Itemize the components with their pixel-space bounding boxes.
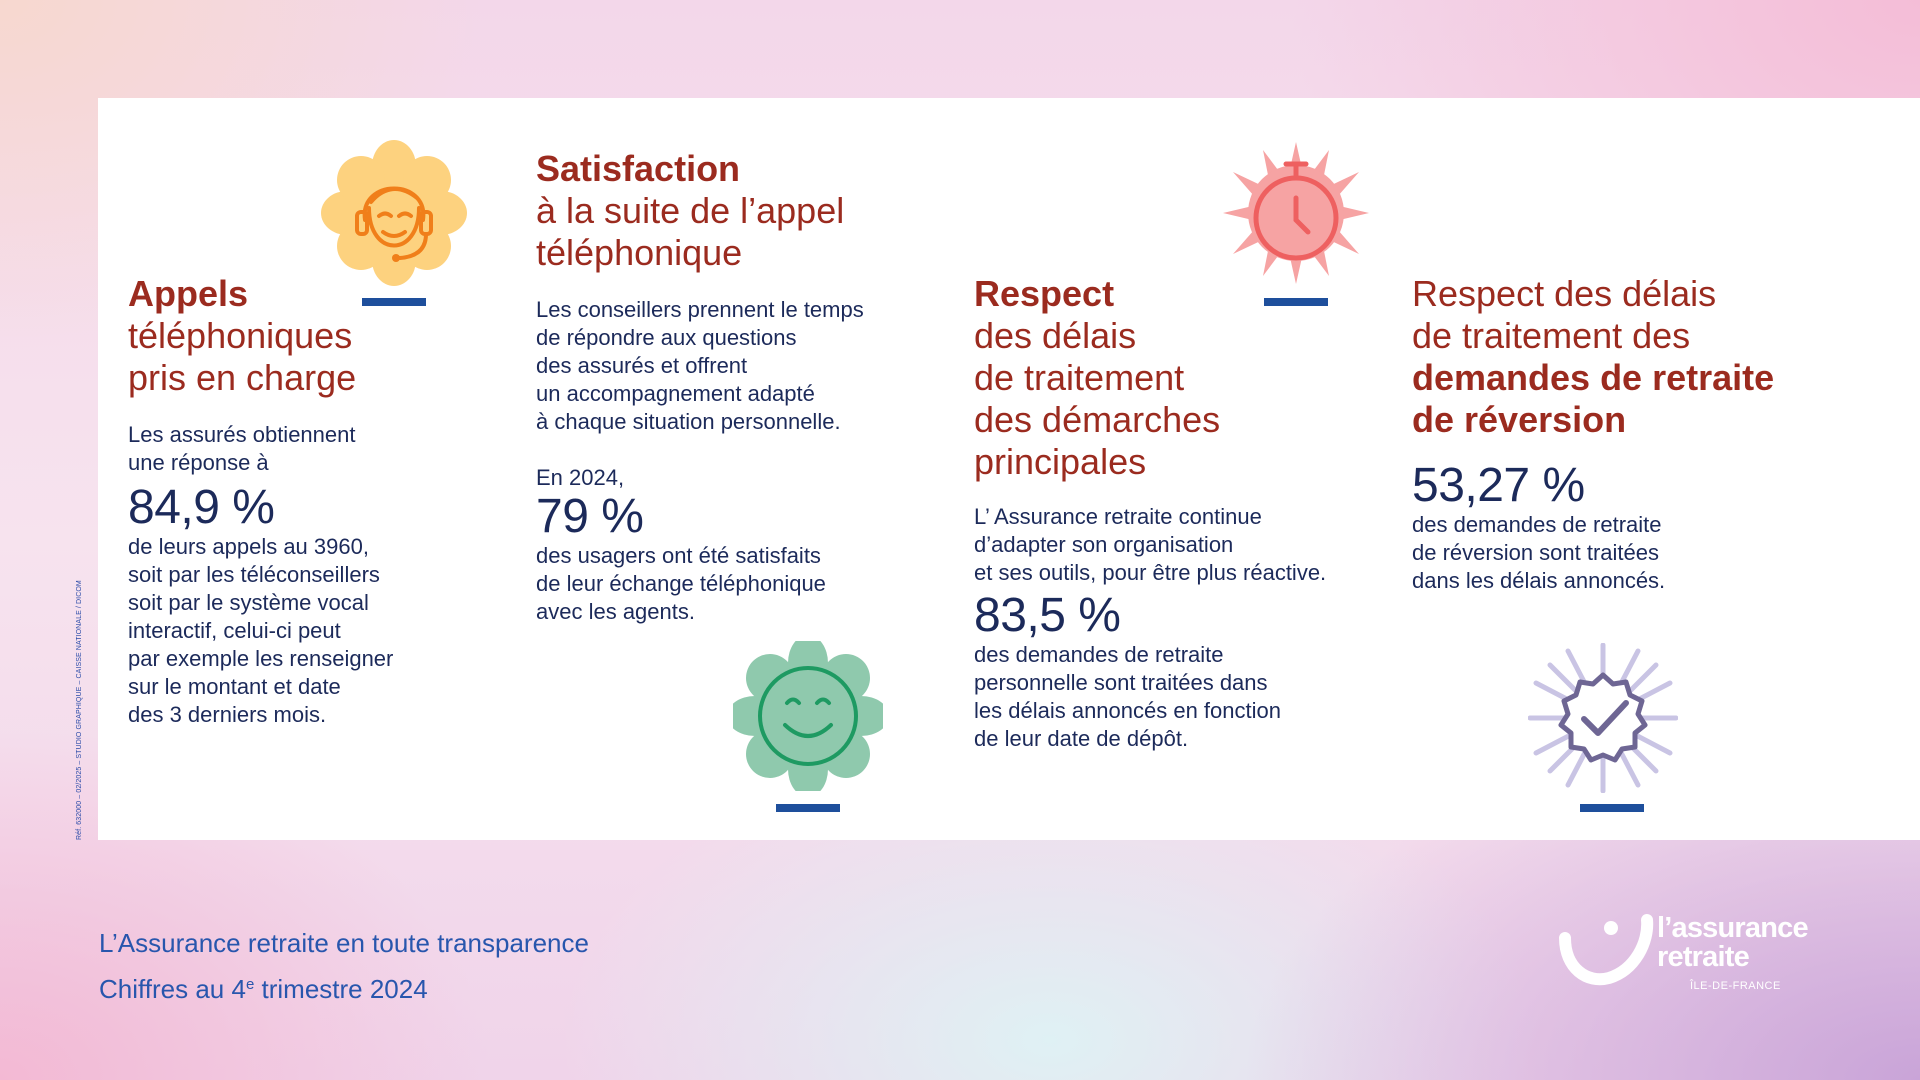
assurance-retraite-logo — [1559, 914, 1654, 986]
processing-desc-line: les délais annoncés en fonction — [974, 698, 1281, 723]
reversion-desc-line: dans les délais annoncés. — [1412, 568, 1666, 593]
satisfaction-title: Satisfaction à la suite de l’appel télép… — [536, 148, 936, 274]
processing-title: Respect des délais de traitement des dém… — [974, 273, 1394, 483]
satisfaction-title-bold: Satisfaction — [536, 148, 741, 189]
decorative-bar — [362, 298, 426, 306]
reversion-title-line2: de traitement des — [1412, 315, 1691, 356]
calls-stat: 84,9 % — [128, 481, 275, 534]
smiley-icon — [733, 641, 883, 791]
satisfaction-title-line3: téléphonique — [536, 232, 743, 273]
column-processing: Respect des délais de traitement des dém… — [974, 273, 1394, 753]
reversion-title-bold1: demandes de retraite — [1412, 357, 1775, 398]
processing-desc-line: des demandes de retraite — [974, 642, 1224, 667]
processing-intro: L’ Assurance retraite continue d’adapter… — [974, 503, 1394, 587]
calls-desc-line: interactif, celui-ci peut — [128, 618, 341, 643]
calls-desc-line: sur le montant et date — [128, 674, 341, 699]
reversion-title-line1: Respect des délais — [1412, 273, 1717, 314]
satisfaction-intro-line: un accompagnement adapté — [536, 381, 815, 406]
processing-title-line: de traitement — [974, 357, 1185, 398]
decorative-bar — [776, 804, 840, 812]
calls-intro: Les assurés obtiennent une réponse à — [128, 421, 438, 477]
satisfaction-title-line2: à la suite de l’appel — [536, 190, 845, 231]
calls-desc-line: par exemple les renseigner — [128, 646, 394, 671]
reversion-title-bold2: de réversion — [1412, 399, 1627, 440]
footer-date-post: trimestre 2024 — [254, 974, 428, 1004]
calls-title-bold: Appels — [128, 273, 249, 314]
calls-desc-line: de leurs appels au 3960, — [128, 534, 369, 559]
credit-line: Réf. 632000 – 02/2025 – STUDIO GRAPHIQUE… — [76, 580, 88, 840]
calls-desc: de leurs appels au 3960, soit par les té… — [128, 533, 438, 729]
satisfaction-desc-line: des usagers ont été satisfaits — [536, 543, 821, 568]
column-calls: Appels téléphoniques pris en charge Les … — [128, 273, 438, 729]
reversion-desc-line: de réversion sont traitées — [1412, 540, 1660, 565]
reversion-desc-line: des demandes de retraite — [1412, 512, 1662, 537]
logo-region: ÎLE-DE-FRANCE — [1690, 980, 1781, 992]
reversion-title: Respect des délais de traitement des dem… — [1412, 273, 1832, 441]
column-satisfaction: Satisfaction à la suite de l’appel télép… — [536, 148, 936, 626]
satisfaction-intro-line: des assurés et offrent — [536, 353, 748, 378]
satisfaction-intro: Les conseillers prennent le temps de rép… — [536, 296, 936, 436]
satisfaction-year: En 2024, — [536, 465, 625, 490]
satisfaction-desc-line: avec les agents. — [536, 599, 695, 624]
reversion-desc: des demandes de retraite de réversion so… — [1412, 511, 1832, 595]
calls-title-line2: téléphoniques — [128, 315, 353, 356]
calls-title: Appels téléphoniques pris en charge — [128, 273, 438, 399]
footer-date-pre: Chiffres au 4 — [99, 974, 246, 1004]
processing-intro-line: d’adapter son organisation — [974, 532, 1234, 557]
processing-stat: 83,5 % — [974, 589, 1121, 642]
logo-line2: retraite — [1657, 941, 1750, 973]
satisfaction-intro-line: Les conseillers prennent le temps — [536, 297, 864, 322]
calls-desc-line: soit par le système vocal — [128, 590, 369, 615]
calls-desc-line: des 3 derniers mois. — [128, 702, 327, 727]
satisfaction-intro-line: à chaque situation personnelle. — [536, 409, 841, 434]
processing-intro-line: L’ Assurance retraite continue — [974, 504, 1262, 529]
logo-wordmark: l’assurance retraite — [1657, 912, 1809, 973]
calls-desc-line: soit par les téléconseillers — [128, 562, 380, 587]
processing-title-bold: Respect — [974, 273, 1115, 314]
headset-agent-icon — [321, 140, 467, 286]
decorative-bar — [1580, 804, 1644, 812]
satisfaction-stat: 79 % — [536, 490, 644, 543]
processing-desc-line: personnelle sont traitées dans — [974, 670, 1268, 695]
footer-date-sup: e — [245, 976, 255, 993]
reversion-stat: 53,27 % — [1412, 459, 1585, 512]
processing-title-line: principales — [974, 441, 1147, 482]
calls-intro-line1: Les assurés obtiennent — [128, 422, 356, 447]
processing-desc-line: de leur date de dépôt. — [974, 726, 1189, 751]
processing-title-line: des démarches — [974, 399, 1221, 440]
processing-desc: des demandes de retraite personnelle son… — [974, 641, 1394, 753]
calls-title-line3: pris en charge — [128, 357, 357, 398]
satisfaction-desc: des usagers ont été satisfaits de leur é… — [536, 542, 936, 626]
credit-text: Réf. 632000 – 02/2025 – STUDIO GRAPHIQUE… — [76, 580, 83, 840]
satisfaction-desc-line: de leur échange téléphonique — [536, 571, 826, 596]
satisfaction-intro-line: de répondre aux questions — [536, 325, 797, 350]
decorative-bar — [1264, 298, 1328, 306]
processing-title-line: des délais — [974, 315, 1137, 356]
column-reversion: Respect des délais de traitement des dem… — [1412, 273, 1832, 595]
stopwatch-icon — [1223, 142, 1369, 284]
check-badge-icon — [1528, 643, 1678, 793]
processing-intro-line: et ses outils, pour être plus réactive. — [974, 560, 1327, 585]
calls-intro-line2: une réponse à — [128, 450, 269, 475]
footer-title: L’Assurance retraite en toute transparen… — [99, 928, 589, 958]
logo-line1: l’assurance — [1657, 912, 1809, 944]
footer-date: Chiffres au 4e trimestre 2024 — [99, 969, 428, 1005]
